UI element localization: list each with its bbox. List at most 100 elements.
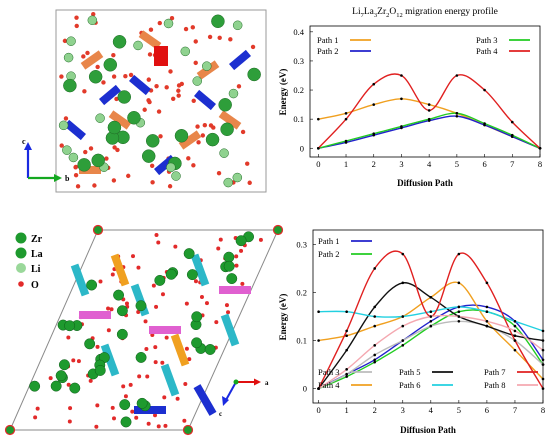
polyhedron-chain: [178, 130, 202, 150]
la-atom: [64, 320, 76, 332]
chart-legend: Path 1 Path 2 Path 3 Path 4 Path 5 Path 6 Path…: [318, 236, 538, 390]
data-point: [427, 103, 431, 106]
oxygen-atom: [63, 116, 69, 121]
o-legend-marker: [18, 281, 24, 287]
data-point: [455, 114, 459, 118]
oxygen-atom: [126, 173, 131, 179]
oxygen-atom: [71, 358, 76, 363]
y-tick-label: 0.4: [293, 27, 304, 37]
data-point: [483, 122, 486, 125]
oxygen-atom: [150, 180, 155, 185]
la-atom: [77, 158, 91, 172]
oxygen-atom: [245, 161, 250, 166]
oxygen-atom: [143, 319, 148, 324]
oxygen-atom: [196, 140, 201, 145]
legend-label: Path 5: [399, 367, 421, 377]
bottom-structure-image: Zr La Li O a c: [4, 224, 284, 436]
data-point: [457, 315, 461, 318]
data-point: [457, 320, 461, 323]
bottom-atom-layer: [4, 224, 284, 436]
oxygen-atom: [148, 27, 154, 32]
data-point: [400, 74, 403, 77]
oxygen-atom: [144, 346, 149, 351]
oxygen-atom: [184, 346, 189, 351]
oxygen-atom: [195, 124, 200, 129]
oxygen-atom: [94, 424, 99, 429]
oxygen-atom: [110, 272, 115, 277]
la-atom: [218, 98, 232, 112]
data-point: [510, 120, 514, 124]
oxygen-atom: [106, 328, 111, 333]
data-point: [345, 372, 348, 376]
la-atom: [94, 365, 106, 376]
oxygen-atom: [153, 413, 158, 418]
oxygen-atom: [59, 143, 64, 148]
oxygen-atom: [164, 85, 169, 90]
la-atom: [66, 36, 76, 46]
data-point: [373, 358, 377, 362]
oxygen-atom: [183, 381, 188, 386]
la-atom: [107, 120, 122, 135]
data-point: [373, 315, 377, 318]
oxygen-atom: [176, 88, 181, 93]
corner-atom: [272, 224, 284, 236]
polyhedron-chain: [193, 384, 217, 416]
data-point: [317, 310, 320, 313]
oxygen-atom: [83, 149, 88, 155]
oxygen-atom: [146, 98, 151, 103]
oxygen-atom: [240, 129, 246, 135]
la-atom: [119, 399, 131, 411]
data-point: [400, 125, 403, 128]
series-lines: [317, 250, 545, 390]
la-atom: [154, 274, 166, 286]
la-atom: [247, 67, 261, 82]
oxygen-atom: [154, 232, 159, 237]
oxygen-atom: [111, 52, 116, 58]
data-point: [372, 82, 376, 86]
legend-label: Path 2: [318, 249, 340, 259]
la-atom: [55, 370, 67, 382]
data-point: [457, 305, 461, 309]
oxygen-atom: [154, 304, 159, 309]
structure-legend: Zr La Li O: [15, 232, 43, 291]
oxygen-atom: [88, 146, 94, 151]
data-point: [373, 324, 377, 328]
la-atom: [86, 279, 98, 291]
x-tick-labels: 0 1 2 3 4 5 6 7 8: [316, 400, 545, 415]
oxygen-atom: [160, 360, 165, 365]
oxygen-atom: [112, 416, 117, 421]
x-tick-label: 8: [541, 405, 545, 415]
oxygen-atom: [121, 384, 126, 389]
oxygen-atom: [145, 374, 150, 379]
la-atom: [223, 177, 233, 188]
la-atom: [174, 129, 189, 143]
oxygen-atom: [91, 11, 96, 17]
data-point: [373, 360, 377, 364]
la-atom: [201, 61, 212, 71]
oxygen-atom: [68, 406, 73, 411]
oxygen-atom: [193, 279, 198, 284]
oxygen-atom: [66, 382, 71, 387]
chart-title: Li7La3Zr2O12 migration energy profile: [352, 6, 498, 19]
la-atom: [63, 78, 77, 93]
corner-atom: [182, 424, 194, 436]
zr-legend-label: Zr: [31, 234, 43, 245]
polyhedron-chain: [170, 333, 190, 367]
data-point: [538, 146, 542, 150]
oxygen-atom: [82, 89, 87, 94]
x-tick-label: 4: [429, 405, 434, 415]
la-atom: [91, 153, 105, 168]
oxygen-atom: [154, 83, 159, 89]
la-atom: [120, 416, 132, 428]
data-point: [344, 139, 348, 143]
c-axis-arrowhead: [24, 142, 32, 150]
data-point: [372, 132, 376, 136]
oxygen-atom: [216, 246, 221, 251]
data-point: [344, 117, 348, 121]
oxygen-atom: [95, 344, 100, 349]
polyhedron-chain: [134, 406, 166, 414]
la-atom: [63, 52, 74, 63]
data-point: [485, 305, 489, 309]
data-point: [455, 112, 459, 115]
x-tick-label: 7: [510, 159, 514, 169]
